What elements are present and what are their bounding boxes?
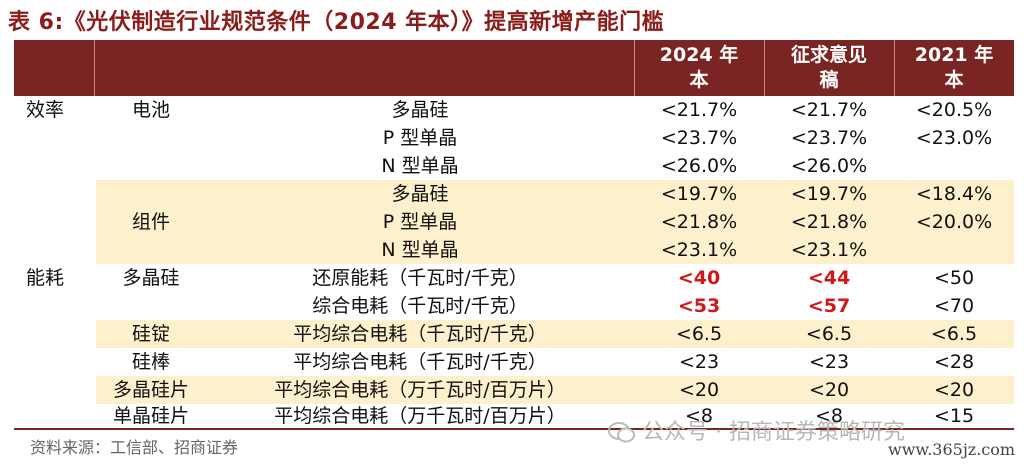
site-watermark: www.365jz.com (888, 440, 1016, 459)
table-header: 2024 年 本 征求意见 稿 2021 年 本 (14, 40, 1014, 96)
value-2021: <20.0% (915, 211, 993, 233)
item-label: 平均综合电耗（千瓦时/千克） (293, 351, 547, 373)
footer-divider (14, 428, 1014, 430)
source-note: 资料来源：工信部、招商证券 (30, 438, 239, 457)
item-label: 还原能耗（千瓦时/千克） (312, 267, 528, 289)
value-draft: <21.7% (790, 99, 868, 121)
value-draft-highlight: <57 (807, 295, 851, 317)
value-draft: <19.7% (790, 183, 868, 205)
subcategory-label: 多晶硅 (122, 267, 180, 289)
band-module (96, 180, 1014, 264)
value-draft: <20 (808, 379, 850, 401)
header-divider (894, 40, 895, 96)
value-2021: <20.5% (915, 99, 993, 121)
subcategory-label: 组件 (131, 211, 170, 233)
value-draft: <21.8% (790, 211, 868, 233)
value-2024: <23.7% (660, 127, 738, 149)
value-draft: <23 (808, 351, 850, 373)
value-2021: <6.5 (930, 323, 978, 345)
value-2024: <6.5 (675, 323, 723, 345)
item-label: P 型单晶 (382, 127, 458, 149)
subcategory-label: 硅锭 (131, 323, 170, 345)
value-2021: <50 (933, 267, 975, 289)
header-2024: 2024 年 本 (659, 44, 739, 91)
header-divider (634, 40, 635, 96)
item-label: 平均综合电耗（千瓦时/千克） (293, 323, 547, 345)
item-label: 综合电耗（千瓦时/千克） (312, 295, 528, 317)
value-2024-highlight: <40 (677, 267, 721, 289)
header-divider (764, 40, 765, 96)
item-label: N 型单晶 (381, 155, 459, 177)
band-ingot (96, 320, 1014, 348)
subcategory-label: 多晶硅片 (112, 379, 189, 401)
wechat-icon (608, 422, 636, 444)
value-draft: <26.0% (790, 155, 868, 177)
value-2024: <26.0% (660, 155, 738, 177)
watermark-text: 公众号 · 招商证券策略研究 (642, 420, 905, 445)
value-2024: <21.8% (660, 211, 738, 233)
value-2024: <23 (678, 351, 720, 373)
category-label: 能耗 (26, 267, 65, 289)
value-draft: <23.1% (790, 239, 868, 261)
item-label: N 型单晶 (381, 239, 459, 261)
value-2024: <20 (678, 379, 720, 401)
value-2024: <23.1% (660, 239, 738, 261)
header-draft: 征求意见 稿 (790, 44, 867, 91)
subcategory-label: 电池 (131, 99, 170, 121)
value-2024: <19.7% (660, 183, 738, 205)
table-title: 表 6:《光伏制造行业规范条件（2024 年本）》提高新增产能门槛 (8, 10, 665, 35)
item-label: 多晶硅 (391, 99, 449, 121)
value-2021: <20 (933, 379, 975, 401)
value-draft-highlight: <44 (807, 267, 851, 289)
subcategory-label: 硅棒 (131, 351, 170, 373)
value-2021: <28 (933, 351, 975, 373)
value-draft: <23.7% (790, 127, 868, 149)
item-label: 多晶硅 (391, 183, 449, 205)
item-label: 平均综合电耗（万千瓦时/百万片） (274, 379, 566, 401)
value-2024: <8 (684, 405, 713, 427)
value-2021: <23.0% (915, 127, 993, 149)
subcategory-label: 单晶硅片 (112, 405, 189, 427)
value-2021: <70 (933, 295, 975, 317)
value-draft: <6.5 (805, 323, 853, 345)
value-2021: <18.4% (915, 183, 993, 205)
watermark: 公众号 · 招商证券策略研究 (608, 414, 905, 446)
value-2021: <15 (933, 405, 975, 427)
item-label: 平均综合电耗（万千瓦时/百万片） (274, 405, 566, 427)
item-label: P 型单晶 (382, 211, 458, 233)
band-multi-wafer (96, 376, 1014, 404)
header-2021: 2021 年 本 (914, 44, 994, 91)
value-2021 (894, 236, 1014, 264)
value-2024-highlight: <53 (677, 295, 721, 317)
value-draft: <8 (814, 405, 843, 427)
value-2024: <21.7% (660, 99, 738, 121)
value-2021 (894, 152, 1014, 180)
category-label: 效率 (26, 99, 65, 121)
header-divider (94, 40, 95, 96)
